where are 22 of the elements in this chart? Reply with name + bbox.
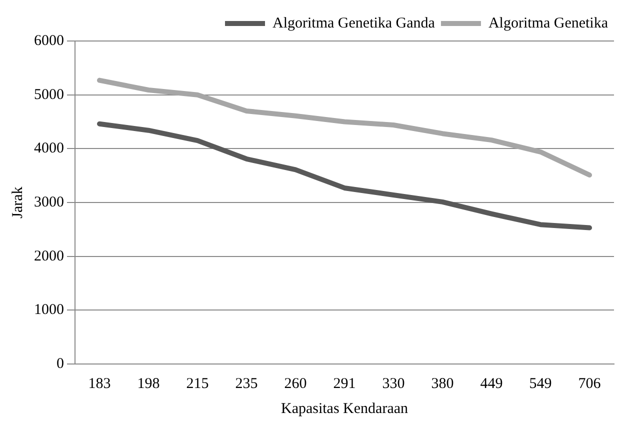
x-tick-label: 215 bbox=[186, 376, 209, 392]
x-tick-label: 198 bbox=[137, 376, 160, 392]
x-tick-label: 330 bbox=[382, 376, 405, 392]
y-tick-label: 4000 bbox=[34, 140, 64, 157]
x-tick-label: 291 bbox=[333, 376, 356, 392]
y-tick-label: 5000 bbox=[34, 86, 64, 103]
x-tick-label: 549 bbox=[529, 376, 552, 392]
x-tick-label: 235 bbox=[235, 376, 258, 392]
x-tick-label: 706 bbox=[578, 376, 602, 392]
x-tick-label: 183 bbox=[88, 376, 111, 392]
x-tick-label: 380 bbox=[431, 376, 454, 392]
x-tick-label: 260 bbox=[284, 376, 307, 392]
y-tick-label: 1000 bbox=[34, 302, 64, 318]
y-tick-label: 2000 bbox=[34, 248, 64, 264]
legend-label: Algoritma Genetika Ganda bbox=[272, 15, 436, 32]
x-tick-label: 449 bbox=[480, 376, 503, 392]
legend-label: Algoritma Genetika bbox=[488, 15, 608, 32]
x-axis-title: Kapasitas Kendaraan bbox=[280, 400, 409, 417]
y-tick-label: 0 bbox=[56, 356, 64, 372]
y-tick-label: 3000 bbox=[34, 194, 64, 210]
y-axis-title: Jarak bbox=[10, 186, 26, 218]
y-tick-label: 6000 bbox=[34, 32, 64, 49]
